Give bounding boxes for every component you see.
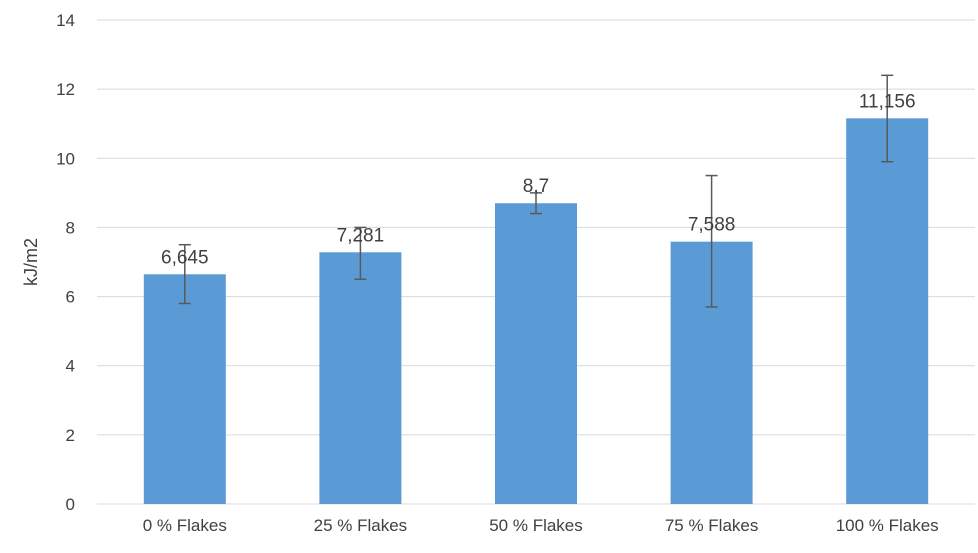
y-tick-label: 4 [66, 357, 75, 376]
data-label: 7,281 [337, 225, 385, 246]
data-label: 7,588 [688, 215, 736, 236]
y-axis-label: kJ/m2 [21, 238, 41, 286]
data-label: 6,645 [161, 247, 209, 268]
x-axis-ticks: 0 % Flakes 25 % Flakes 50 % Flakes 75 % Fla… [143, 516, 939, 535]
y-tick-label: 8 [66, 218, 75, 237]
x-tick-label: 0 % Flakes [143, 516, 227, 535]
error-bars [178, 74, 894, 308]
bar [143, 274, 226, 504]
y-tick-label: 10 [56, 149, 75, 168]
y-tick-label: 6 [66, 288, 75, 307]
data-label: 8,7 [523, 176, 549, 197]
y-tick-label: 0 [66, 495, 75, 514]
x-tick-label: 75 % Flakes [665, 516, 759, 535]
bars [143, 118, 929, 505]
bar [495, 203, 577, 504]
y-axis-ticks: 0 2 4 6 8 10 12 14 [56, 11, 75, 514]
y-tick-label: 2 [66, 426, 75, 445]
bar [846, 118, 929, 505]
x-tick-label: 100 % Flakes [836, 516, 939, 535]
x-tick-label: 25 % Flakes [314, 516, 408, 535]
bar [319, 252, 402, 504]
data-label: 11,156 [859, 91, 916, 112]
y-tick-label: 14 [56, 11, 75, 30]
data-labels: 6,645 7,281 8,7 7,588 11,156 [161, 91, 916, 268]
x-tick-label: 50 % Flakes [489, 516, 583, 535]
y-tick-label: 12 [56, 80, 75, 99]
